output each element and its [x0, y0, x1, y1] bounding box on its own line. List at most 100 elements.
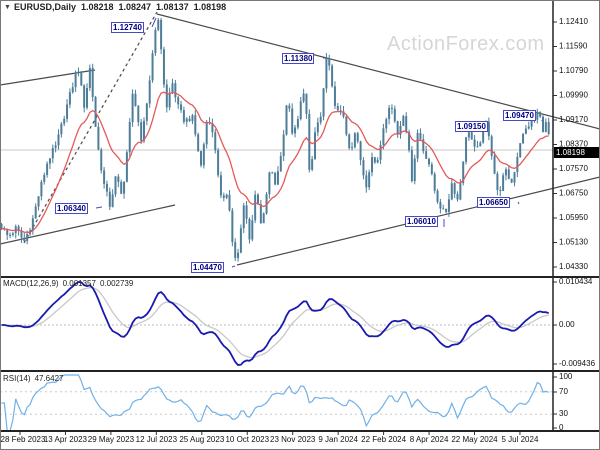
candle-body: [353, 133, 356, 148]
candle-body: [9, 234, 12, 236]
candle-body: [382, 128, 385, 145]
candle-body: [416, 132, 419, 159]
candle-body: [60, 123, 63, 135]
candle-body: [100, 149, 103, 171]
macd-line: [1, 281, 550, 366]
candle-body: [23, 237, 26, 241]
candle-body: [373, 157, 376, 163]
candle-body: [388, 107, 391, 120]
candle-body: [356, 133, 359, 142]
descending-resistance-trendline[interactable]: [156, 13, 600, 130]
candle-body: [86, 88, 88, 108]
candle-body: [140, 122, 143, 141]
candle-body: [274, 172, 277, 185]
macd-pane[interactable]: [0, 277, 553, 371]
candle-body: [200, 151, 202, 166]
price-label-1.06340[interactable]: 1.06340: [55, 203, 88, 214]
candle-body: [43, 174, 46, 182]
candle-body: [254, 194, 257, 221]
candle-body: [123, 181, 126, 194]
ohlc-high-value: 1.08247: [118, 2, 152, 12]
price-axis-label: 1.09990: [559, 91, 588, 100]
candle-body: [205, 122, 208, 145]
candle-body: [302, 93, 305, 102]
candle-body: [237, 252, 240, 259]
time-axis-label: 29 May 2023: [88, 435, 135, 444]
candle-body: [222, 195, 225, 198]
candle-body: [71, 87, 74, 93]
candle-body: [31, 218, 34, 231]
candle-body: [248, 218, 251, 240]
candle-body: [108, 191, 111, 207]
left-lower-trendline[interactable]: [0, 204, 176, 245]
ohlc-low-value: 1.08137: [156, 2, 189, 12]
candle-body: [296, 119, 299, 128]
price-axis-label: 1.07570: [559, 164, 588, 173]
price-axis-label: 1.05950: [559, 213, 588, 222]
candle-body: [487, 121, 490, 137]
rsi-line: [1, 374, 549, 432]
candle-body: [462, 161, 465, 184]
candle-body: [40, 181, 43, 197]
rsi-indicator-label: RSI(14) 47.6427: [3, 374, 67, 383]
price-label-1.09150[interactable]: 1.09150: [455, 121, 488, 132]
dashed-projection-trendline[interactable]: [23, 11, 158, 244]
price-axis-label: 1.05130: [559, 238, 588, 247]
price-label-1.12740[interactable]: 1.12740: [111, 22, 144, 33]
candle-body: [331, 65, 334, 87]
candle-body: [48, 158, 51, 164]
candle-body: [499, 190, 502, 192]
candle-body: [88, 67, 91, 89]
candle-body: [502, 175, 505, 192]
price-axis-label: 1.10790: [559, 66, 588, 75]
price-label-connector: [151, 17, 157, 28]
candle-body: [276, 171, 279, 185]
candle-body: [0, 223, 3, 229]
rsi-axis-label: 70: [559, 387, 568, 396]
candle-body: [114, 176, 117, 195]
candle-body: [63, 118, 66, 124]
candle-body: [111, 194, 114, 207]
candle-body: [479, 142, 482, 147]
candle-body: [103, 170, 106, 184]
candle-body: [385, 119, 388, 129]
candle-body: [325, 58, 328, 89]
candle-body: [271, 172, 274, 174]
candle-body: [234, 242, 237, 259]
price-label-1.09470[interactable]: 1.09470: [503, 110, 536, 121]
time-axis-label: 8 Apr 2024: [410, 435, 449, 444]
candle-body: [117, 176, 120, 182]
candle-body: [197, 134, 200, 152]
candle-body: [231, 210, 234, 243]
candle-body: [445, 208, 448, 212]
candle-body: [393, 108, 396, 122]
price-label-1.11380[interactable]: 1.11380: [282, 53, 315, 64]
candle-body: [6, 229, 9, 235]
candle-body: [168, 92, 171, 108]
time-axis-label: 10 Oct 2023: [225, 435, 269, 444]
candle-body: [188, 118, 191, 122]
candle-body: [211, 123, 214, 133]
rsi-name: RSI(14): [3, 374, 31, 383]
rsi-axis-label: 30: [559, 409, 568, 418]
price-axis-label: 1.11590: [559, 42, 588, 51]
candle-body: [490, 136, 493, 156]
candle-body: [265, 194, 268, 214]
candle-body: [504, 169, 507, 176]
candle-body: [379, 144, 382, 160]
price-label-connector: [231, 265, 236, 268]
candle-body: [476, 146, 479, 148]
time-axis-label: 25 Aug 2023: [179, 435, 224, 444]
candle-body: [191, 115, 194, 122]
rsi-value: 47.6427: [34, 374, 64, 383]
candle-body: [137, 105, 140, 123]
price-label-1.06010[interactable]: 1.06010: [405, 216, 438, 227]
rsi-pane[interactable]: [0, 372, 553, 431]
candle-body: [34, 206, 37, 219]
price-label-1.06650[interactable]: 1.06650: [477, 197, 510, 208]
price-label-1.04470[interactable]: 1.04470: [191, 262, 224, 273]
symbol-dropdown-icon[interactable]: ▼: [4, 4, 11, 11]
candle-body: [319, 116, 322, 123]
candlestick-series: [0, 17, 550, 262]
